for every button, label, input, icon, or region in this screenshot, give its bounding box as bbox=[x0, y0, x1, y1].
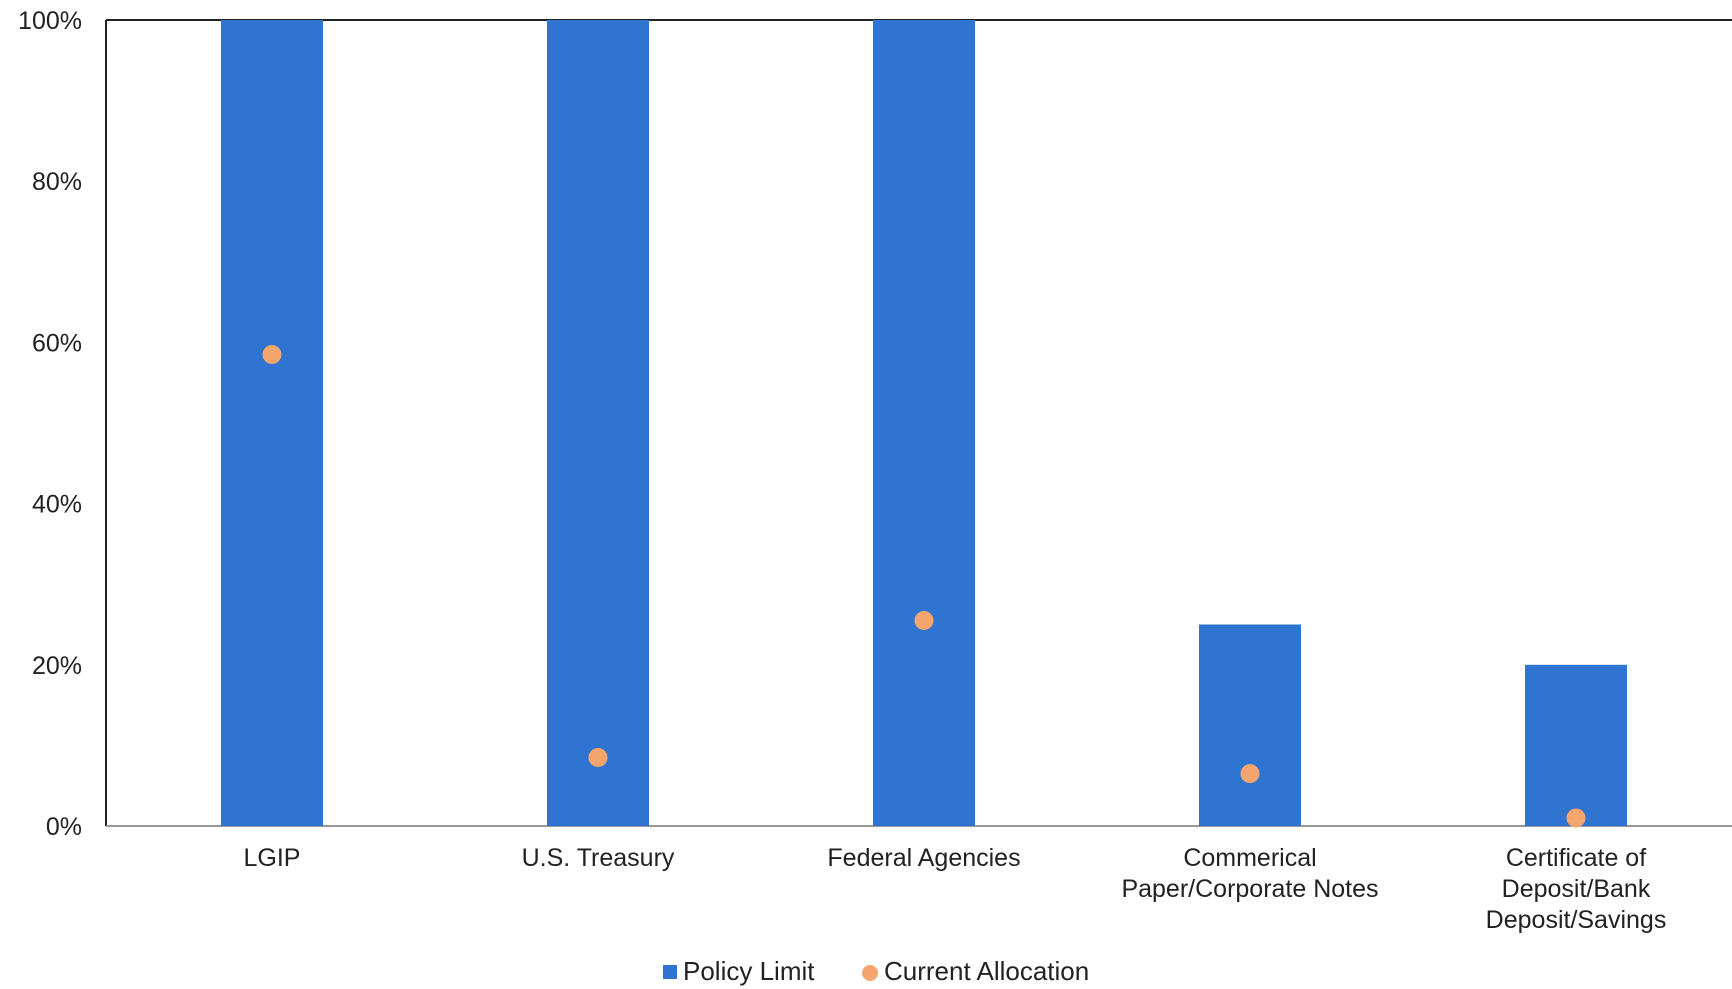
y-tick-label: 20% bbox=[32, 652, 82, 680]
current-allocation-point bbox=[1240, 764, 1260, 784]
x-category-label-line: LGIP bbox=[244, 844, 301, 872]
x-axis: LGIP U.S. Treasury Federal Agencies Commeri… bbox=[244, 844, 1667, 934]
current-allocation-point bbox=[1566, 808, 1586, 828]
current-allocation-point bbox=[262, 344, 282, 364]
x-category-label-line: Federal Agencies bbox=[827, 844, 1020, 872]
y-tick-label: 60% bbox=[32, 329, 82, 357]
policy-limit-bar bbox=[221, 20, 323, 826]
y-axis: 0% 20% 40% 60% 80% 100% bbox=[18, 7, 82, 841]
legend-marker-current-allocation bbox=[862, 965, 878, 981]
legend-label-policy-limit: Policy Limit bbox=[683, 956, 815, 986]
x-category-label-line: Deposit/Savings bbox=[1486, 906, 1667, 934]
x-category-label-line: Deposit/Bank bbox=[1502, 875, 1651, 903]
x-category-label: Federal Agencies bbox=[827, 844, 1020, 872]
current-allocation-points bbox=[262, 344, 1586, 828]
policy-limit-bars bbox=[221, 20, 1627, 826]
x-category-label: Commerical Paper/Corporate Notes bbox=[1121, 844, 1378, 903]
current-allocation-point bbox=[588, 747, 608, 767]
policy-limit-bar bbox=[1525, 664, 1627, 826]
legend: Policy Limit Current Allocation bbox=[663, 956, 1089, 986]
legend-label-current-allocation: Current Allocation bbox=[884, 956, 1089, 986]
x-category-label-line: Commerical bbox=[1183, 844, 1316, 872]
policy-limit-bar bbox=[547, 20, 649, 826]
current-allocation-point bbox=[914, 610, 934, 630]
x-category-label-line: Paper/Corporate Notes bbox=[1121, 875, 1378, 903]
policy-limit-bar bbox=[873, 20, 975, 826]
x-category-label-line: U.S. Treasury bbox=[522, 844, 675, 872]
y-tick-label: 40% bbox=[32, 491, 82, 519]
x-category-label: LGIP bbox=[244, 844, 301, 872]
legend-swatch-policy-limit bbox=[663, 965, 677, 979]
y-tick-label: 0% bbox=[46, 813, 82, 841]
y-tick-label: 80% bbox=[32, 168, 82, 196]
policy-limit-bar bbox=[1199, 624, 1301, 826]
y-tick-label: 100% bbox=[18, 7, 82, 35]
x-category-label: U.S. Treasury bbox=[522, 844, 675, 872]
x-category-label-line: Certificate of bbox=[1506, 844, 1646, 872]
x-category-label: Certificate of Deposit/Bank Deposit/Saving… bbox=[1486, 844, 1667, 934]
